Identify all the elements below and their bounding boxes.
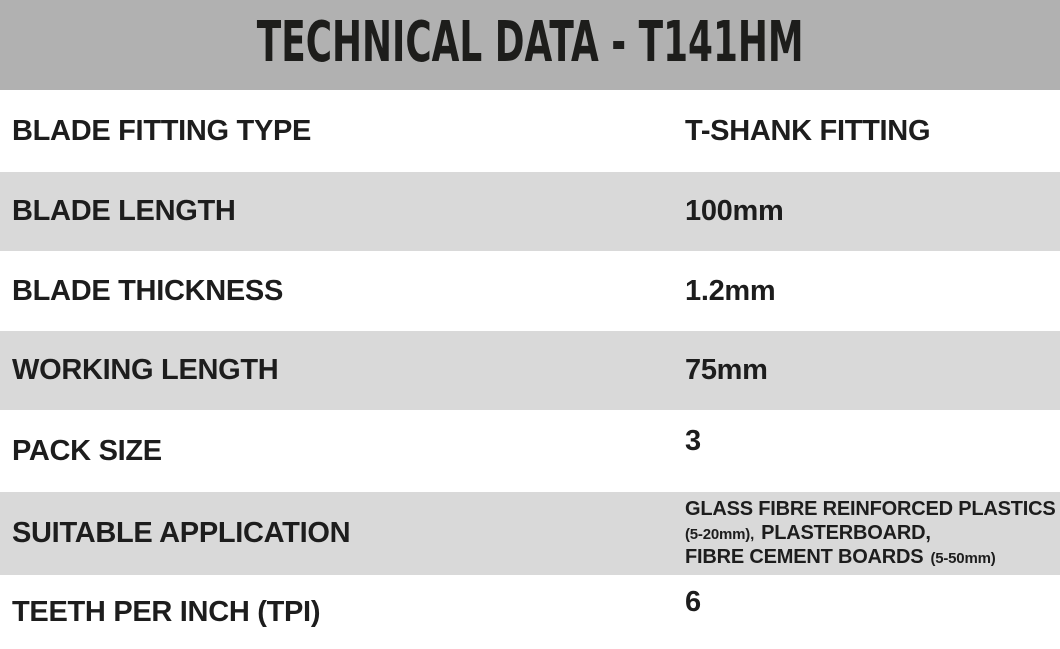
spec-row-pack-size: PACK SIZE 3 (0, 410, 1060, 492)
application-line: (5-20mm), PLASTERBOARD, (685, 522, 1060, 546)
sheet-title: TECHNICAL DATA - T141HM (256, 10, 804, 75)
application-text-small: (5-50mm) (930, 549, 996, 567)
sheet-header: TECHNICAL DATA - T141HM (0, 0, 1060, 90)
spec-value: 6 (685, 585, 701, 618)
application-text: FIBRE CEMENT BOARDS (685, 545, 924, 568)
spec-label: BLADE LENGTH (12, 195, 236, 227)
application-line: FIBRE CEMENT BOARDS (5-50mm) (685, 546, 1060, 570)
application-text-small: (5-20mm), (685, 525, 755, 543)
spec-label: SUITABLE APPLICATION (12, 517, 351, 549)
spec-value: 3 (685, 424, 701, 457)
spec-row-blade-fitting-type: BLADE FITTING TYPE T-SHANK FITTING (0, 90, 1060, 172)
application-text: GLASS FIBRE REINFORCED PLASTICS (685, 497, 1056, 520)
spec-label: BLADE THICKNESS (12, 274, 284, 307)
spec-label: TEETH PER INCH (TPI) (12, 595, 321, 628)
application-line: GLASS FIBRE REINFORCED PLASTICS (685, 498, 1060, 522)
spec-label: WORKING LENGTH (12, 354, 279, 386)
application-text: PLASTERBOARD, (761, 521, 931, 544)
spec-value: GLASS FIBRE REINFORCED PLASTICS (5-20mm)… (685, 498, 1060, 570)
spec-row-teeth-per-inch: TEETH PER INCH (TPI) 6 (0, 575, 1060, 649)
spec-value: 75mm (685, 354, 768, 386)
spec-value: 1.2mm (685, 274, 776, 307)
spec-row-blade-thickness: BLADE THICKNESS 1.2mm (0, 251, 1060, 331)
spec-row-blade-length: BLADE LENGTH 100mm (0, 172, 1060, 251)
spec-value: 100mm (685, 195, 784, 227)
spec-label: PACK SIZE (12, 434, 162, 467)
spec-row-suitable-application: SUITABLE APPLICATION GLASS FIBRE REINFOR… (0, 492, 1060, 575)
spec-value: T-SHANK FITTING (685, 114, 931, 147)
spec-row-working-length: WORKING LENGTH 75mm (0, 331, 1060, 410)
spec-label: BLADE FITTING TYPE (12, 114, 312, 147)
